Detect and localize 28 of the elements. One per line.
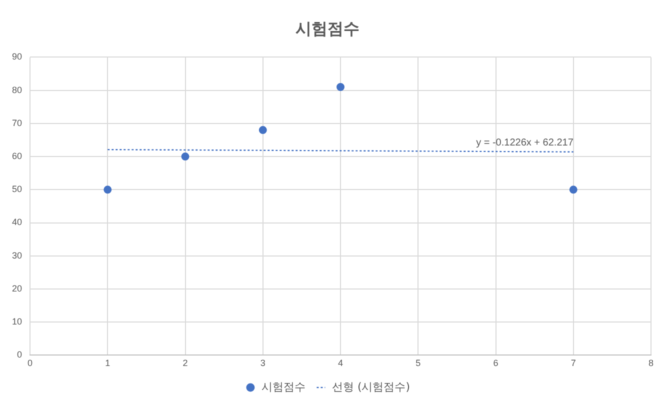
point xyxy=(336,83,345,91)
point xyxy=(104,186,112,194)
x-tick-label: 3 xyxy=(260,358,266,368)
legend-label: 시험점수 xyxy=(261,380,306,394)
y-tick-label: 50 xyxy=(12,184,22,194)
x-tick-label: 8 xyxy=(648,358,654,368)
y-tick-label: 80 xyxy=(12,84,22,95)
x-tick-label: 2 xyxy=(182,358,188,368)
point xyxy=(569,186,578,194)
point xyxy=(258,126,267,134)
x-tick-label: 0 xyxy=(28,358,33,368)
y-tick-label: 10 xyxy=(12,316,22,327)
x-tick-label: 5 xyxy=(416,358,421,368)
annotation: y = -0.1226x + 62.217 xyxy=(476,138,574,149)
y-tick-label: 40 xyxy=(12,217,22,228)
x-tick-label: 7 xyxy=(570,358,576,368)
legend-label: 선형 (시험점수) xyxy=(332,380,410,394)
x-tick-label: 4 xyxy=(338,358,344,368)
y-tick-label: 0 xyxy=(16,350,22,360)
x-tick-label: 6 xyxy=(493,358,498,368)
y-tick-label: 30 xyxy=(12,250,22,260)
x-tick-label: 1 xyxy=(105,358,110,368)
point xyxy=(181,152,190,161)
y-tick-label: 60 xyxy=(12,151,22,162)
y-tick-label: 70 xyxy=(12,118,22,128)
y-tick-label: 90 xyxy=(12,52,22,62)
y-tick-label: 20 xyxy=(12,283,22,294)
chart-title: 시험점수 xyxy=(296,18,360,38)
